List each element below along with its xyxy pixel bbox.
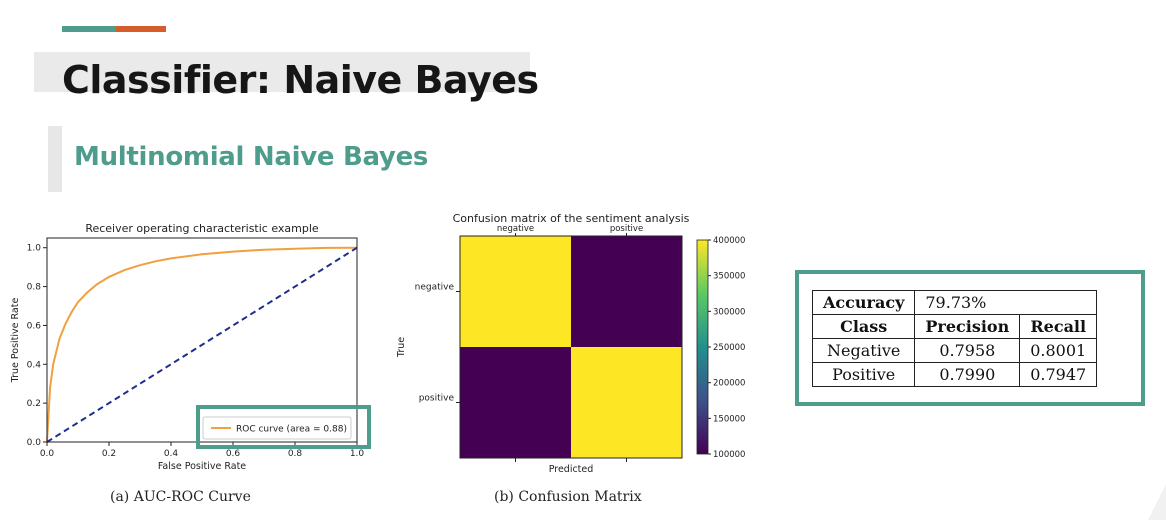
row-class: Negative (811, 338, 916, 363)
row-class: Positive (811, 362, 916, 387)
roc-legend-label: ROC curve (area = 0.88) (236, 425, 347, 435)
colorbar-tick-label: 400000 (713, 236, 745, 246)
x-tick-label: 0.8 (288, 449, 303, 459)
roc-chart: Receiver operating characteristic exampl… (10, 222, 371, 472)
x-tick-label: 0.0 (40, 449, 55, 459)
roc-y-axis-label: True Positive Rate (10, 298, 21, 384)
chance-diagonal-line (46, 246, 358, 443)
roc-curve-line (46, 246, 358, 443)
cm-cell (460, 236, 571, 347)
roc-plot-frame (46, 237, 358, 443)
accuracy-label: Accuracy (811, 290, 916, 315)
row-recall: 0.7947 (1019, 362, 1098, 387)
x-tick-label: 0.4 (164, 449, 179, 459)
roc-legend-box (202, 416, 352, 440)
slide-subtitle: Multinomial Naive Bayes (74, 142, 429, 172)
page-corner-decoration (1148, 484, 1166, 520)
row-precision: 0.7958 (914, 338, 1021, 363)
colorbar-tick-label: 300000 (713, 307, 745, 317)
cm-x-category-label: positive (610, 224, 643, 234)
cm-cell (571, 347, 682, 458)
legend-highlight-box (196, 405, 371, 449)
title-background (34, 52, 530, 92)
colorbar-tick-label: 100000 (713, 450, 745, 460)
y-tick-label: 0.0 (27, 438, 42, 448)
header-precision: Precision (914, 314, 1021, 339)
colorbar (696, 239, 709, 455)
y-tick-label: 1.0 (27, 244, 42, 254)
header-row: Class Precision Recall (811, 314, 1098, 339)
subtitle-bar (48, 126, 62, 192)
cm-title: Confusion matrix of the sentiment analys… (453, 212, 690, 225)
table-row: Negative 0.7958 0.8001 (811, 338, 1098, 363)
colorbar-tick-label: 200000 (713, 379, 745, 389)
cm-caption: (b) Confusion Matrix (494, 489, 642, 505)
slide-title: Classifier: Naive Bayes (62, 58, 539, 102)
x-tick-label: 0.6 (226, 449, 241, 459)
colorbar-tick-label: 150000 (713, 414, 745, 424)
header-class: Class (811, 314, 916, 339)
confusion-matrix-chart: Confusion matrix of the sentiment analys… (396, 212, 745, 475)
metrics-table-highlight (795, 270, 1145, 406)
accent-bar-teal (62, 26, 116, 32)
row-recall: 0.8001 (1019, 338, 1098, 363)
cm-x-axis-label: Predicted (549, 464, 594, 475)
y-tick-label: 0.6 (27, 321, 42, 331)
cm-cell (460, 347, 571, 458)
cm-y-axis-label: True (396, 337, 407, 358)
cm-y-category-label: positive (419, 394, 455, 404)
row-precision: 0.7990 (914, 362, 1021, 387)
colorbar-tick-label: 250000 (713, 343, 745, 353)
y-tick-label: 0.8 (27, 283, 42, 293)
cm-frame (459, 235, 683, 459)
roc-caption: (a) AUC-ROC Curve (110, 489, 251, 505)
accent-bar-orange (116, 26, 166, 32)
roc-title: Receiver operating characteristic exampl… (85, 222, 319, 235)
roc-x-axis-label: False Positive Rate (158, 461, 246, 472)
accuracy-value: 79.73% (914, 290, 1098, 315)
cm-x-category-label: negative (497, 224, 534, 234)
x-tick-label: 1.0 (350, 449, 365, 459)
y-tick-label: 0.2 (27, 399, 41, 409)
table-row: Positive 0.7990 0.7947 (811, 362, 1098, 387)
colorbar-tick-label: 350000 (713, 272, 745, 282)
y-tick-label: 0.4 (27, 360, 42, 370)
metrics-table: Accuracy 79.73% Class Precision Recall N… (811, 290, 1098, 387)
accuracy-row: Accuracy 79.73% (811, 290, 1098, 315)
x-tick-label: 0.2 (102, 449, 116, 459)
cm-y-category-label: negative (415, 283, 455, 293)
header-recall: Recall (1019, 314, 1098, 339)
cm-cell (571, 236, 682, 347)
